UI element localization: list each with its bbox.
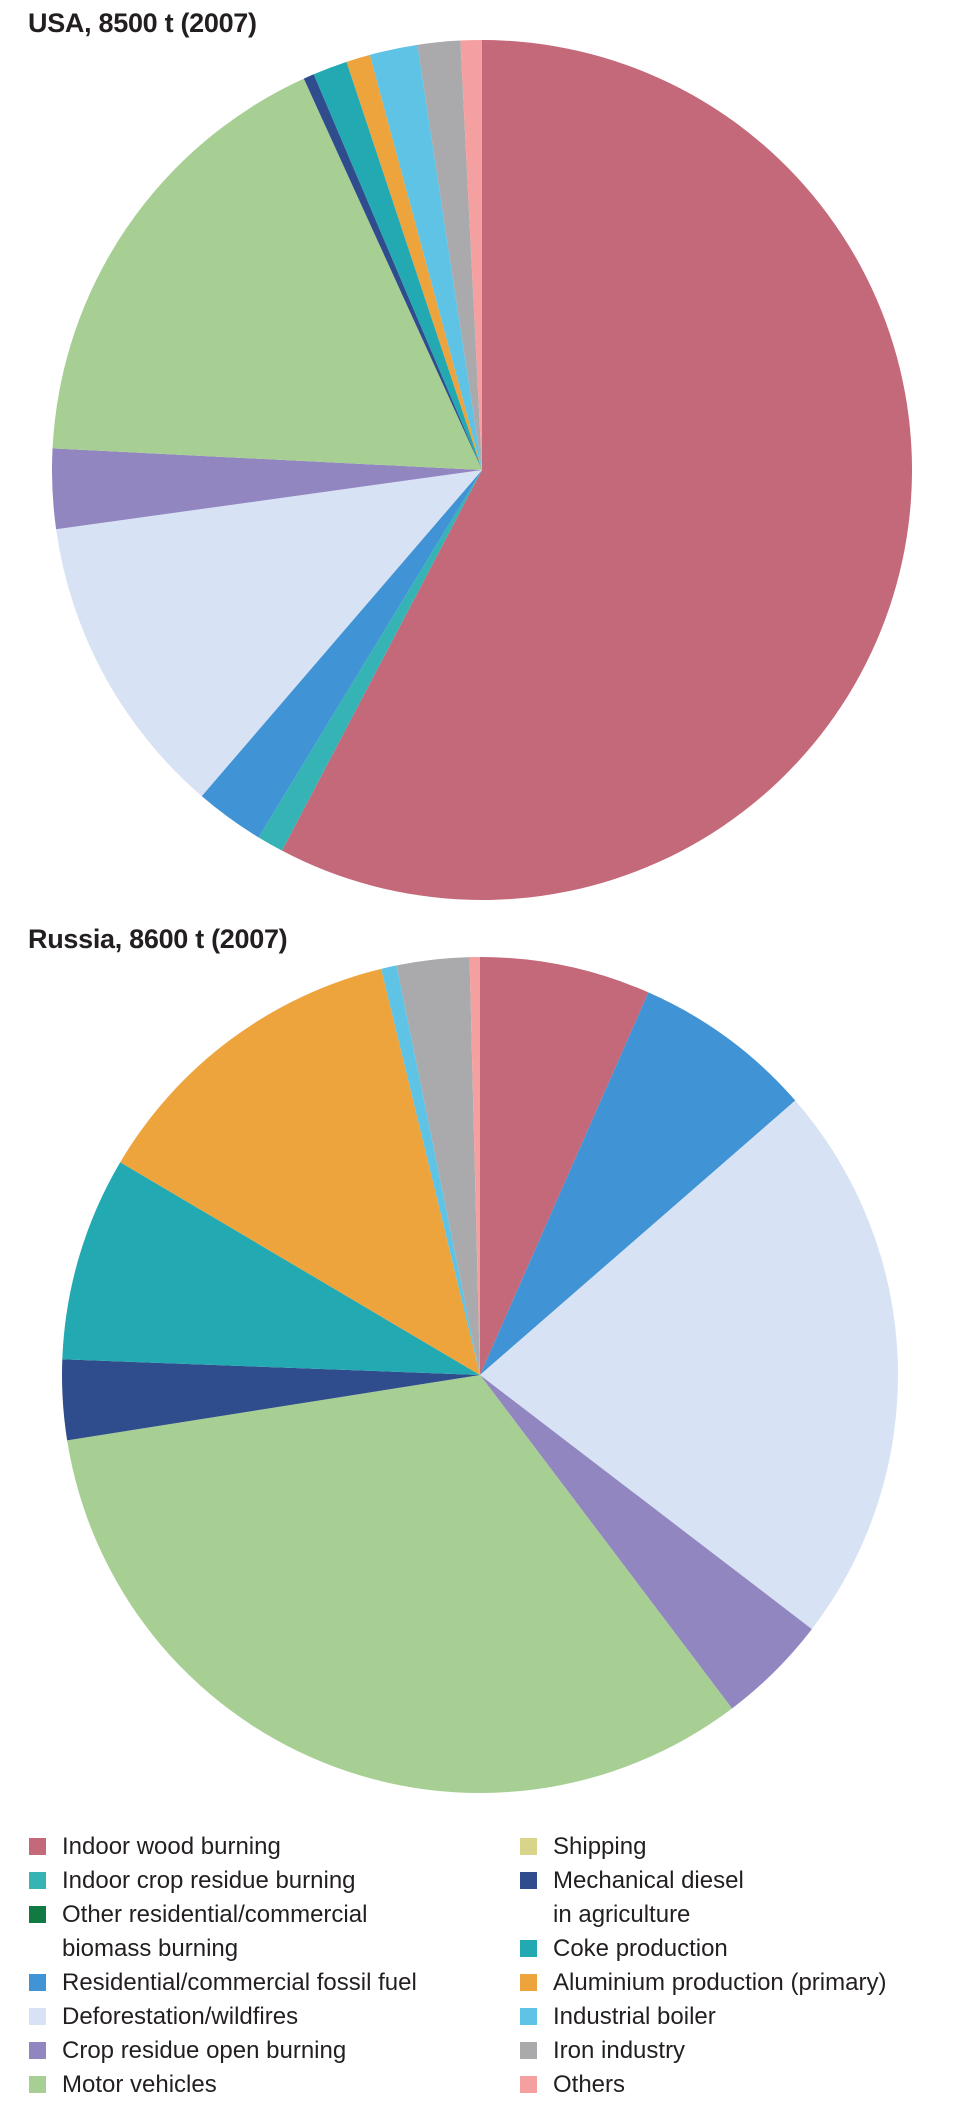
legend-swatch bbox=[520, 1872, 537, 1889]
legend-swatch bbox=[520, 1974, 537, 1991]
legend-item: Others bbox=[520, 2068, 959, 2102]
pie-slice-coke-production bbox=[313, 61, 482, 470]
legend-label: Other residential/commercial biomass burn… bbox=[62, 1901, 368, 1962]
legend-label: Coke production bbox=[553, 1935, 728, 1962]
legend-swatch bbox=[29, 2076, 46, 2093]
pie-slice-indoor-crop-residue-burning bbox=[258, 470, 482, 851]
legend: Indoor wood burning Indoor crop residue b… bbox=[29, 1830, 959, 2102]
legend-label: Shipping bbox=[553, 1833, 647, 1860]
pie-slice-aluminium-production-primary- bbox=[120, 968, 481, 1375]
legend-label: Industrial boiler bbox=[553, 2003, 716, 2030]
legend-label: Others bbox=[553, 2071, 626, 2098]
legend-column-left: Indoor wood burning Indoor crop residue b… bbox=[29, 1830, 520, 2102]
pie-slice-indoor-wood-burning bbox=[480, 957, 649, 1375]
legend-label: Indoor crop residue burning bbox=[62, 1867, 356, 1894]
pie-slice-crop-residue-open-burning bbox=[52, 448, 482, 530]
legend-swatch bbox=[29, 2008, 46, 2025]
pie-slice-aluminium-production-primary- bbox=[346, 54, 482, 470]
pie-slice-deforestation-wildfires bbox=[480, 1100, 898, 1630]
pie-slice-others bbox=[460, 40, 482, 470]
legend-item: Industrial boiler bbox=[520, 2000, 959, 2034]
legend-swatch bbox=[29, 2042, 46, 2059]
legend-label: Mechanical diesel in agriculture bbox=[553, 1867, 744, 1928]
legend-label: Deforestation/wildfires bbox=[62, 2003, 299, 2030]
usa-chart-title: USA, 8500 t (2007) bbox=[28, 8, 257, 38]
legend-swatch bbox=[520, 1838, 537, 1855]
pie-slice-mechanical-diesel-in-agriculture bbox=[62, 1359, 481, 1441]
legend-item: Deforestation/wildfires bbox=[29, 2000, 520, 2034]
legend-item: Aluminium production (primary) bbox=[520, 1966, 959, 2000]
legend-item: Shipping bbox=[520, 1830, 959, 1864]
legend-item: Indoor crop residue burning bbox=[29, 1864, 520, 1898]
legend-swatch bbox=[29, 1872, 46, 1889]
legend-swatch bbox=[29, 1838, 46, 1855]
legend-swatch bbox=[520, 2042, 537, 2059]
legend-swatch bbox=[29, 1974, 46, 1991]
pie-slice-iron-industry bbox=[396, 957, 480, 1375]
pie-slice-residential-commercial-fossil-fuel bbox=[201, 470, 482, 838]
pie-slice-indoor-wood-burning bbox=[281, 40, 912, 900]
pie-slice-crop-residue-open-burning bbox=[480, 1375, 812, 1709]
legend-label: Crop residue open burning bbox=[62, 2037, 347, 2064]
pie-slice-iron-industry bbox=[417, 40, 482, 470]
legend-column-right: Shipping Mechanical diesel in agriculture C… bbox=[520, 1830, 959, 2102]
legend-swatch bbox=[520, 2076, 537, 2093]
pie-slice-residential-commercial-fossil-fuel bbox=[480, 992, 796, 1375]
legend-item: Indoor wood burning bbox=[29, 1830, 520, 1864]
legend-label: Indoor wood burning bbox=[62, 1833, 281, 1860]
legend-swatch bbox=[520, 1940, 537, 1957]
pie-slice-motor-vehicles bbox=[67, 1375, 733, 1793]
legend-swatch bbox=[520, 2008, 537, 2025]
pie-slice-mechanical-diesel-in-agriculture bbox=[303, 74, 482, 471]
pie-slice-motor-vehicles bbox=[52, 78, 482, 471]
legend-item: Residential/commercial fossil fuel bbox=[29, 1966, 520, 2000]
legend-item: Coke production bbox=[520, 1932, 959, 1966]
legend-item: Mechanical diesel in agriculture bbox=[520, 1864, 959, 1932]
pie-slice-coke-production bbox=[62, 1162, 481, 1375]
pie-slice-industrial-boiler bbox=[381, 965, 480, 1375]
legend-label: Iron industry bbox=[553, 2037, 686, 2064]
legend-item: Crop residue open burning bbox=[29, 2034, 520, 2068]
legend-item: Other residential/commercial biomass burn… bbox=[29, 1898, 520, 1966]
usa-pie-chart bbox=[52, 40, 912, 900]
pie-slice-others bbox=[469, 957, 480, 1375]
pie-slice-deforestation-wildfires bbox=[56, 470, 482, 797]
legend-label: Motor vehicles bbox=[62, 2071, 217, 2098]
russia-pie-chart bbox=[62, 957, 898, 1793]
legend-item: Motor vehicles bbox=[29, 2068, 520, 2102]
russia-chart-title: Russia, 8600 t (2007) bbox=[28, 924, 288, 954]
legend-label: Aluminium production (primary) bbox=[553, 1969, 887, 1996]
pie-slice-industrial-boiler bbox=[369, 44, 482, 470]
legend-swatch bbox=[29, 1906, 46, 1923]
legend-label: Residential/commercial fossil fuel bbox=[62, 1969, 417, 1996]
legend-item: Iron industry bbox=[520, 2034, 959, 2068]
